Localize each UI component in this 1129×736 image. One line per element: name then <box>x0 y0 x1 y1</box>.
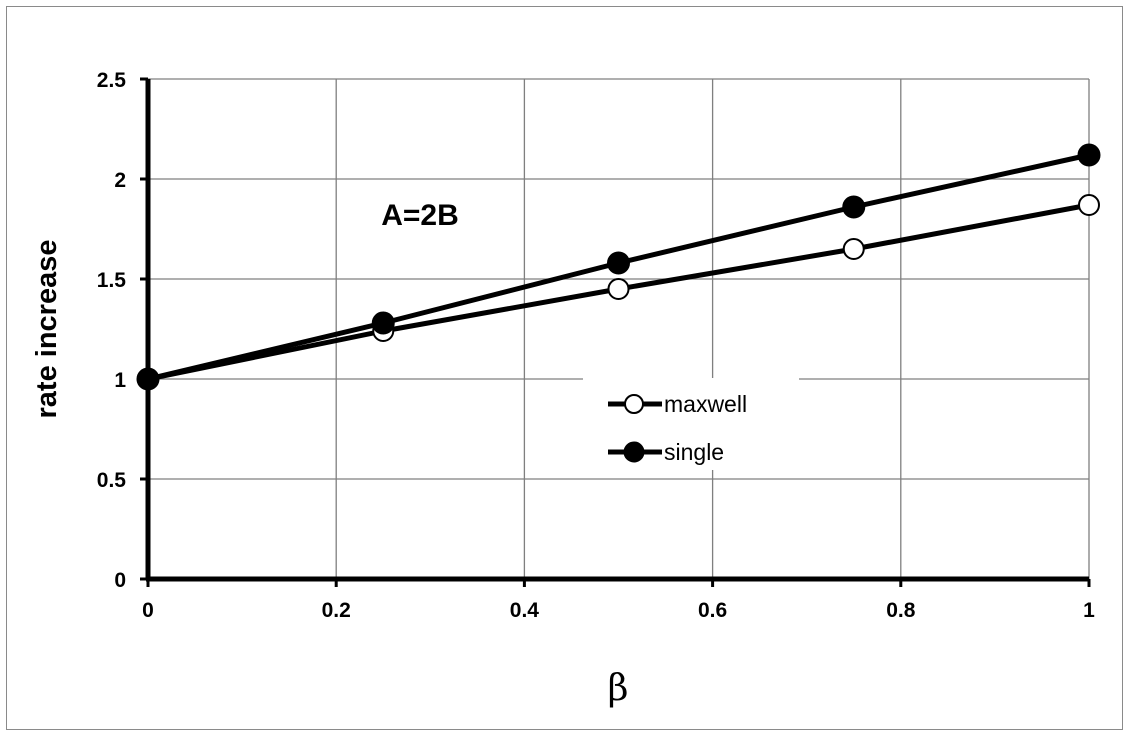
legend-marker-single <box>623 441 645 463</box>
y-tick-label: 0 <box>114 569 126 592</box>
point-single <box>1077 143 1101 167</box>
x-tick-label: 0.8 <box>886 599 916 622</box>
y-tick-label: 2 <box>114 169 126 192</box>
legend: maxwell single <box>608 391 747 465</box>
legend-background <box>583 378 799 470</box>
legend-label-single: single <box>664 439 724 465</box>
x-tick-label: 0.2 <box>322 599 351 622</box>
x-axis-label: β <box>608 668 629 709</box>
y-axis-label: rate increase <box>31 240 63 419</box>
y-tick-label: 2.5 <box>97 69 127 92</box>
point-single <box>842 195 866 219</box>
x-tick-label: 0.6 <box>698 599 727 622</box>
x-tick-label: 1 <box>1083 599 1095 622</box>
y-tick-labels: 0 0.5 1 1.5 2 2.5 <box>97 69 127 592</box>
legend-label-maxwell: maxwell <box>664 391 747 417</box>
point-single <box>371 311 395 335</box>
x-tick-label: 0 <box>142 599 154 622</box>
x-tick-label: 0.4 <box>510 599 540 622</box>
point-maxwell <box>842 238 865 260</box>
y-tick-label: 0.5 <box>97 469 127 492</box>
series-group <box>136 143 1101 391</box>
point-maxwell <box>1078 194 1100 216</box>
legend-marker-maxwell <box>624 394 644 414</box>
grid-lines <box>148 78 1090 579</box>
point-single <box>607 251 630 275</box>
chart-annotation: A=2B <box>381 199 459 232</box>
x-tick-labels: 0 0.2 0.4 0.6 0.8 1 <box>142 599 1095 622</box>
y-tick-label: 1 <box>114 369 126 392</box>
point-single <box>136 367 160 391</box>
axes <box>140 77 1091 587</box>
point-maxwell <box>607 278 630 300</box>
y-tick-label: 1.5 <box>97 269 127 292</box>
